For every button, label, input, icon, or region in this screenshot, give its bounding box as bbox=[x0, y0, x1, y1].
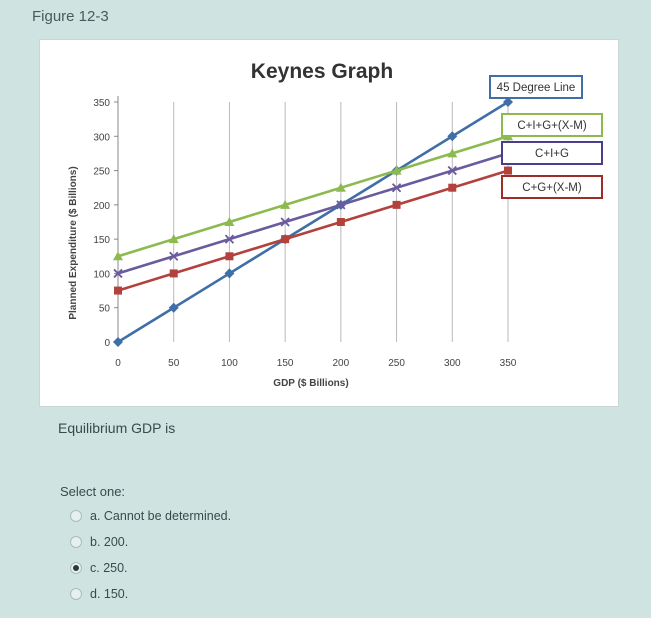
legend-label-2: C+I+G bbox=[535, 148, 569, 160]
option-b-label[interactable]: b. 200. bbox=[90, 535, 129, 549]
y-tick-label-350: 350 bbox=[93, 98, 110, 109]
series-3 bbox=[114, 166, 512, 295]
point-3-0 bbox=[114, 286, 122, 295]
select-one-label: Select one: bbox=[60, 484, 126, 499]
x-tick-label-300: 300 bbox=[444, 358, 461, 369]
point-2-5 bbox=[391, 183, 402, 193]
point-3-2 bbox=[225, 252, 234, 261]
point-0-0 bbox=[113, 337, 123, 347]
x-tick-label-0: 0 bbox=[115, 358, 121, 369]
x-tick-label-350: 350 bbox=[500, 358, 517, 369]
point-2-4 bbox=[336, 200, 346, 210]
y-tick-label-300: 300 bbox=[93, 132, 110, 143]
y-tick-label-200: 200 bbox=[93, 201, 110, 212]
answer-options: a. Cannot be determined. b. 200. c. 250.… bbox=[70, 503, 231, 607]
legend-label-3: C+G+(X-M) bbox=[522, 182, 582, 194]
point-3-4 bbox=[336, 218, 345, 226]
series-line-3 bbox=[117, 169, 509, 292]
option-d[interactable]: d. 150. bbox=[70, 581, 231, 607]
radio-option-d[interactable] bbox=[70, 588, 82, 600]
option-a[interactable]: a. Cannot be determined. bbox=[70, 503, 231, 529]
point-1-0 bbox=[113, 251, 123, 261]
point-0-1 bbox=[168, 302, 179, 313]
legend-layer: 45 Degree Line C+I+G+(X-M) C+I+G C+G+(X-M) bbox=[489, 75, 603, 199]
option-c[interactable]: c. 250. bbox=[70, 555, 231, 581]
figure-label: Figure 12-3 bbox=[32, 8, 109, 25]
chart-title: Keynes Graph bbox=[251, 60, 393, 83]
legend-label-1: C+I+G+(X-M) bbox=[517, 120, 587, 132]
point-1-2 bbox=[224, 217, 235, 226]
y-tick-label-100: 100 bbox=[93, 269, 110, 280]
legend-box-0 bbox=[489, 75, 583, 99]
series-line-1 bbox=[117, 135, 509, 258]
point-1-5 bbox=[391, 165, 402, 175]
point-2-0 bbox=[113, 268, 123, 279]
x-tick-label-50: 50 bbox=[168, 358, 180, 369]
point-0-2 bbox=[224, 268, 235, 279]
point-0-7 bbox=[503, 97, 513, 107]
series-line-0 bbox=[117, 100, 509, 344]
radio-option-a[interactable] bbox=[70, 510, 82, 522]
y-axis-label: Planned Expenditure ($ Billions) bbox=[68, 166, 79, 319]
point-3-1 bbox=[169, 269, 178, 278]
point-2-3 bbox=[280, 217, 290, 227]
y-tick-label-150: 150 bbox=[93, 235, 110, 246]
series-1 bbox=[113, 131, 513, 261]
radio-option-c[interactable] bbox=[70, 562, 82, 574]
axis-layer: 0 50 100 150 200 250 300 350 0 50 100 150 200 250 300 3… bbox=[93, 96, 517, 369]
radio-option-b[interactable] bbox=[70, 536, 82, 548]
point-2-6 bbox=[447, 165, 457, 176]
x-tick-label-200: 200 bbox=[333, 358, 350, 369]
y-tick-label-250: 250 bbox=[93, 167, 110, 178]
point-1-1 bbox=[168, 234, 179, 244]
question-text: Equilibrium GDP is bbox=[58, 420, 176, 436]
point-3-7 bbox=[504, 166, 512, 175]
series-0 bbox=[113, 97, 513, 347]
point-2-2 bbox=[224, 234, 235, 244]
x-tick-label-100: 100 bbox=[221, 358, 238, 369]
chart-frame: 0 50 100 150 200 250 300 350 0 50 100 150 200 250 300 3… bbox=[40, 40, 618, 406]
point-0-6 bbox=[447, 131, 458, 142]
legend-box-2 bbox=[501, 141, 603, 165]
y-tick-label-50: 50 bbox=[99, 304, 111, 315]
legend-box-1 bbox=[501, 113, 603, 137]
y-tick-label-0: 0 bbox=[104, 338, 110, 349]
x-axis-label: GDP ($ Billions) bbox=[273, 378, 348, 389]
point-1-4 bbox=[335, 182, 346, 192]
legend-label-0: 45 Degree Line bbox=[497, 82, 576, 94]
x-tick-label-250: 250 bbox=[388, 358, 405, 369]
series-line-2 bbox=[117, 152, 509, 275]
keynes-chart: 0 50 100 150 200 250 300 350 0 50 100 150 200 250 300 3… bbox=[68, 60, 603, 389]
point-3-5 bbox=[392, 200, 401, 209]
option-a-label[interactable]: a. Cannot be determined. bbox=[90, 509, 232, 523]
point-3-3 bbox=[281, 235, 290, 244]
x-tick-label-150: 150 bbox=[277, 358, 294, 369]
legend-box-3 bbox=[501, 175, 603, 199]
point-1-3 bbox=[280, 199, 291, 209]
point-3-6 bbox=[448, 183, 457, 192]
option-c-label[interactable]: c. 250. bbox=[90, 561, 128, 575]
option-d-label[interactable]: d. 150. bbox=[90, 587, 129, 601]
point-2-1 bbox=[169, 251, 179, 261]
point-1-6 bbox=[447, 148, 458, 158]
series-layer bbox=[113, 97, 513, 347]
option-b[interactable]: b. 200. bbox=[70, 529, 231, 555]
